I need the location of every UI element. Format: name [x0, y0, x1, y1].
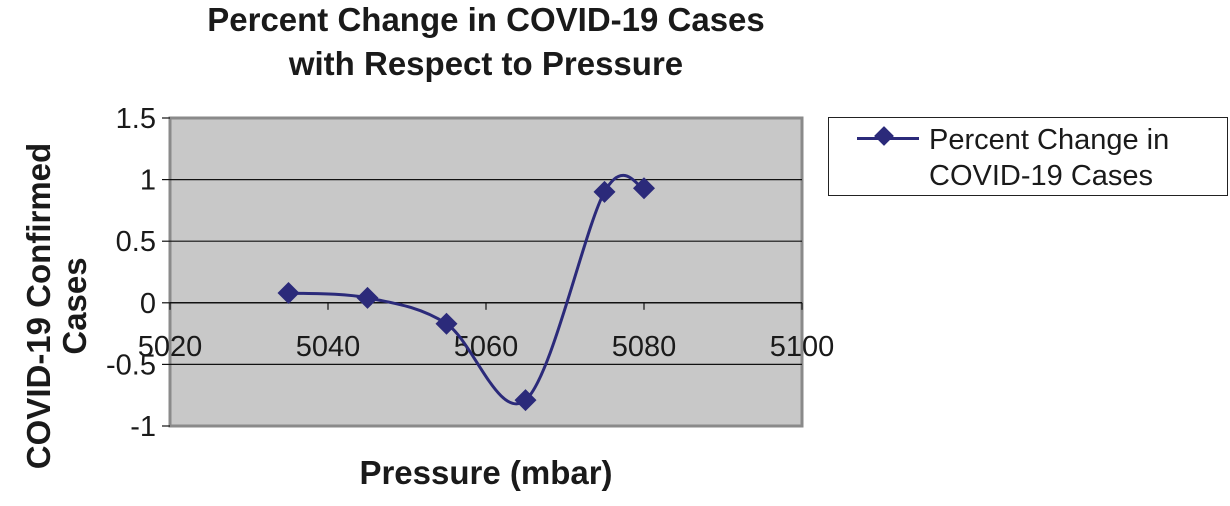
data-point-diamond — [514, 389, 537, 412]
data-point-diamond — [593, 180, 616, 203]
y-tick-label: 1 — [140, 165, 156, 197]
chart-title-line2: with Respect to Pressure — [288, 45, 684, 82]
data-point-diamond — [633, 177, 655, 200]
plot-area — [168, 116, 804, 428]
y-axis-label: COVID-19 Confirmed Cases — [20, 142, 93, 470]
y-tick-label: -0.5 — [106, 349, 156, 381]
y-tick-label: 0.5 — [116, 226, 156, 258]
x-tick-label: 5080 — [612, 331, 677, 363]
x-tick-label: 5020 — [138, 331, 203, 363]
y-tick-label: -1 — [130, 411, 156, 443]
x-tick-label: 5060 — [454, 331, 519, 363]
x-tick-label: 5100 — [770, 331, 835, 363]
legend: Percent Change in COVID-19 Cases — [828, 117, 1228, 196]
x-tick-label: 5040 — [296, 331, 361, 363]
data-point-diamond — [356, 286, 379, 309]
legend-diamond-marker — [874, 126, 894, 146]
legend-series-label: Percent Change in COVID-19 Cases — [929, 124, 1170, 192]
x-axis-label: Pressure (mbar) — [359, 454, 613, 491]
data-point-diamond — [435, 312, 458, 335]
y-tick-label: 0 — [140, 288, 156, 320]
y-tick-label: 1.5 — [116, 103, 156, 135]
chart-title-line1: Percent Change in COVID-19 Cases — [207, 1, 765, 38]
data-point-diamond — [277, 281, 300, 304]
